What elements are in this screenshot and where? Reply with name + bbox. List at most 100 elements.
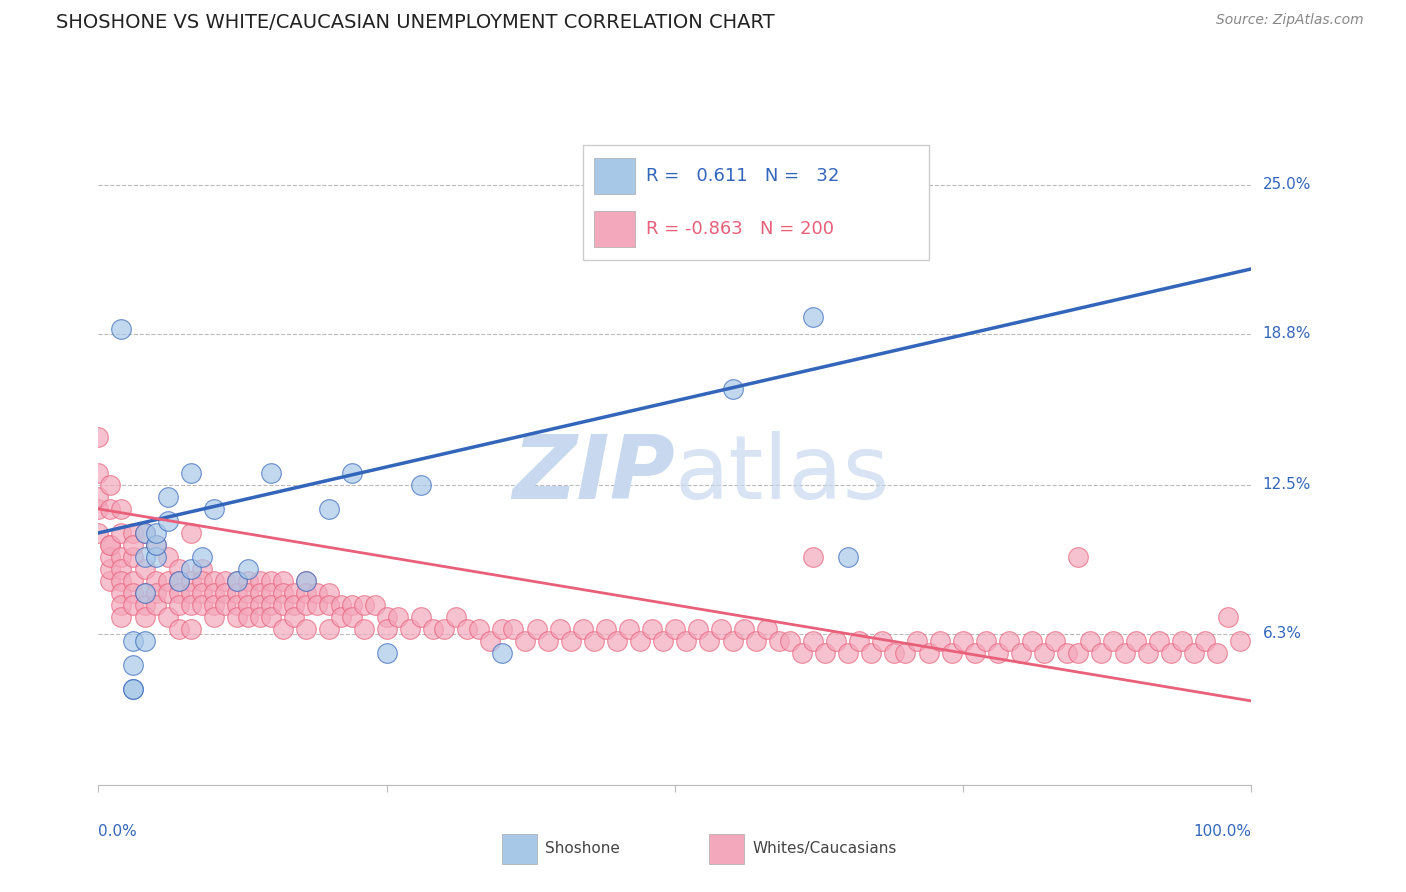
Point — [180, 598, 202, 612]
Point — [444, 610, 467, 624]
Point — [664, 622, 686, 636]
Text: ZIP: ZIP — [512, 431, 675, 518]
Point — [110, 574, 132, 588]
Point — [1102, 634, 1125, 648]
Point — [87, 466, 110, 480]
Point — [260, 610, 283, 624]
Point — [974, 634, 997, 648]
Point — [1067, 646, 1090, 660]
Point — [122, 657, 145, 672]
Point — [353, 598, 375, 612]
Point — [87, 502, 110, 516]
Point — [387, 610, 409, 624]
Bar — [502, 835, 537, 864]
Point — [167, 598, 190, 612]
Point — [156, 514, 179, 528]
Point — [122, 525, 145, 540]
Point — [283, 586, 305, 600]
Point — [837, 549, 859, 564]
Point — [340, 610, 363, 624]
Point — [779, 634, 801, 648]
Point — [340, 598, 363, 612]
Point — [249, 610, 271, 624]
Point — [1125, 634, 1147, 648]
Point — [491, 622, 513, 636]
Point — [122, 549, 145, 564]
Point — [225, 610, 247, 624]
Point — [122, 681, 145, 696]
Point — [238, 598, 260, 612]
Point — [606, 634, 628, 648]
Text: R =   0.611   N =   32: R = 0.611 N = 32 — [647, 168, 839, 186]
Point — [1032, 646, 1054, 660]
Point — [617, 622, 640, 636]
Point — [134, 598, 156, 612]
Point — [686, 622, 709, 636]
Point — [941, 646, 963, 660]
Point — [145, 574, 167, 588]
Point — [491, 646, 513, 660]
Point — [122, 634, 145, 648]
Point — [526, 622, 548, 636]
Point — [145, 538, 167, 552]
Point — [548, 622, 571, 636]
Point — [202, 574, 225, 588]
Point — [801, 549, 824, 564]
Point — [433, 622, 456, 636]
Point — [167, 574, 190, 588]
Point — [283, 610, 305, 624]
Point — [295, 598, 318, 612]
Point — [675, 634, 697, 648]
Point — [307, 598, 329, 612]
Point — [260, 586, 283, 600]
Point — [710, 622, 733, 636]
Point — [156, 574, 179, 588]
Point — [271, 622, 294, 636]
Point — [202, 598, 225, 612]
Point — [513, 634, 536, 648]
Point — [122, 538, 145, 552]
Text: 6.3%: 6.3% — [1263, 626, 1302, 641]
Point — [249, 586, 271, 600]
Point — [110, 562, 132, 576]
Point — [145, 586, 167, 600]
Point — [134, 634, 156, 648]
Point — [1136, 646, 1159, 660]
Text: 25.0%: 25.0% — [1263, 178, 1310, 193]
Point — [249, 598, 271, 612]
Point — [180, 574, 202, 588]
Point — [1182, 646, 1205, 660]
Point — [583, 634, 606, 648]
Point — [156, 610, 179, 624]
Point — [98, 574, 121, 588]
Text: Whites/Caucasians: Whites/Caucasians — [752, 841, 897, 856]
Point — [744, 634, 766, 648]
Point — [180, 466, 202, 480]
Point — [768, 634, 790, 648]
Bar — [710, 835, 744, 864]
Point — [110, 610, 132, 624]
Point — [375, 622, 398, 636]
Text: 0.0%: 0.0% — [98, 824, 138, 838]
Point — [238, 586, 260, 600]
Point — [1021, 634, 1043, 648]
Point — [652, 634, 675, 648]
Point — [110, 502, 132, 516]
Point — [1147, 634, 1170, 648]
Point — [98, 562, 121, 576]
Text: Shoshone: Shoshone — [544, 841, 620, 856]
Point — [110, 549, 132, 564]
Point — [733, 622, 755, 636]
Point — [929, 634, 952, 648]
Point — [238, 610, 260, 624]
Text: Source: ZipAtlas.com: Source: ZipAtlas.com — [1216, 13, 1364, 28]
Point — [202, 610, 225, 624]
Point — [156, 586, 179, 600]
Point — [87, 525, 110, 540]
Point — [191, 598, 214, 612]
Point — [191, 574, 214, 588]
Point — [122, 574, 145, 588]
Point — [134, 610, 156, 624]
Point — [295, 574, 318, 588]
Point — [1090, 646, 1112, 660]
